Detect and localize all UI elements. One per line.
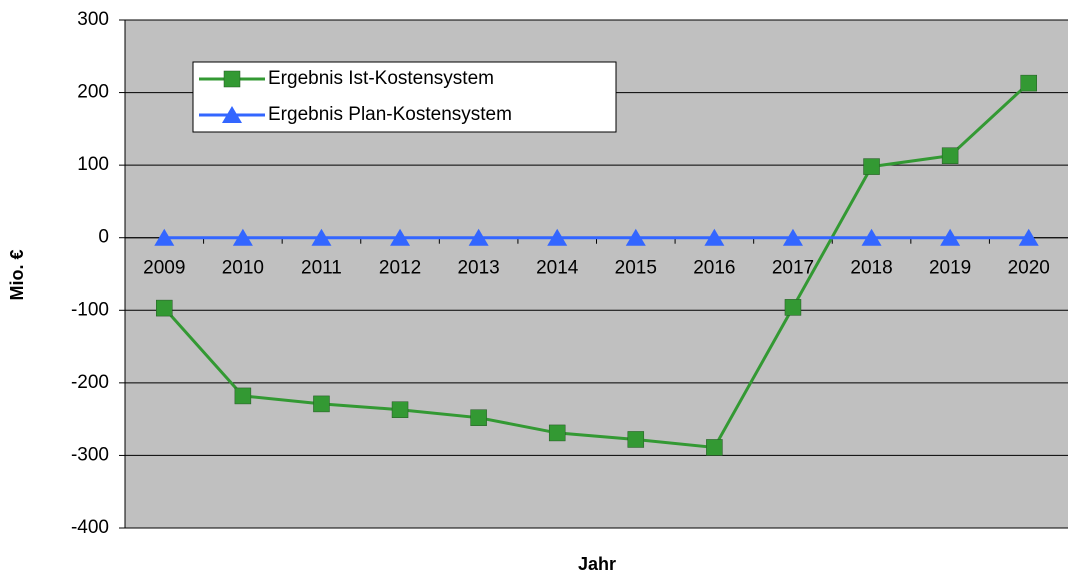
- data-point: [1018, 228, 1039, 246]
- legend-marker: [223, 70, 241, 88]
- data-point: [704, 228, 725, 246]
- data-point: [313, 395, 330, 413]
- y-axis-title: Mio. €: [7, 249, 27, 300]
- x-tick-label: 2018: [850, 258, 892, 279]
- data-point: [232, 228, 253, 246]
- y-tick-label: 200: [77, 82, 109, 103]
- legend-marker: [222, 106, 242, 123]
- x-tick-label: 2015: [615, 258, 657, 279]
- x-tick-label: 2017: [772, 258, 814, 279]
- data-point: [1020, 74, 1037, 92]
- data-point: [706, 439, 723, 456]
- x-tick-label: 2014: [536, 258, 579, 279]
- data-point: [782, 228, 803, 246]
- x-tick-label: 2011: [301, 258, 342, 279]
- y-tick-label: -400: [71, 517, 109, 538]
- x-tick-label: 2016: [693, 258, 735, 279]
- y-tick-label: 100: [77, 154, 109, 175]
- data-point: [390, 228, 411, 246]
- data-point: [627, 431, 645, 448]
- data-point: [391, 401, 409, 418]
- y-tick-label: 300: [77, 9, 109, 30]
- data-point: [154, 228, 175, 246]
- data-point: [784, 299, 802, 316]
- y-tick-label: -100: [71, 299, 109, 320]
- legend-box: [192, 61, 617, 133]
- data-point: [863, 158, 880, 175]
- x-tick-label: 2019: [929, 258, 971, 279]
- data-point: [940, 228, 961, 246]
- y-tick-label: 0: [98, 227, 109, 248]
- legend-label: Ergebnis Ist-Kostensystem: [268, 68, 494, 89]
- x-axis-title: Jahr: [578, 554, 616, 574]
- series-line: [163, 82, 1030, 450]
- x-tick-label: 2020: [1008, 258, 1050, 279]
- y-tick-label: -200: [71, 372, 109, 393]
- x-tick-label: 2012: [379, 258, 421, 279]
- data-point: [468, 228, 489, 246]
- y-tick-label: -300: [71, 444, 109, 465]
- legend-label: Ergebnis Plan-Kostensystem: [268, 104, 512, 125]
- data-point: [547, 228, 568, 246]
- data-point: [548, 424, 566, 442]
- data-point: [941, 147, 959, 164]
- data-point: [156, 299, 173, 317]
- data-point: [625, 228, 646, 246]
- legend: Ergebnis Ist-Kostensystem Ergebnis Plan-K…: [192, 61, 617, 133]
- x-tick-label: 2009: [143, 258, 185, 279]
- x-tick-label: 2010: [222, 258, 264, 279]
- data-point: [861, 228, 882, 246]
- data-point: [311, 228, 332, 246]
- data-point: [470, 409, 487, 426]
- data-point: [234, 387, 252, 405]
- x-tick-label: 2013: [457, 258, 499, 279]
